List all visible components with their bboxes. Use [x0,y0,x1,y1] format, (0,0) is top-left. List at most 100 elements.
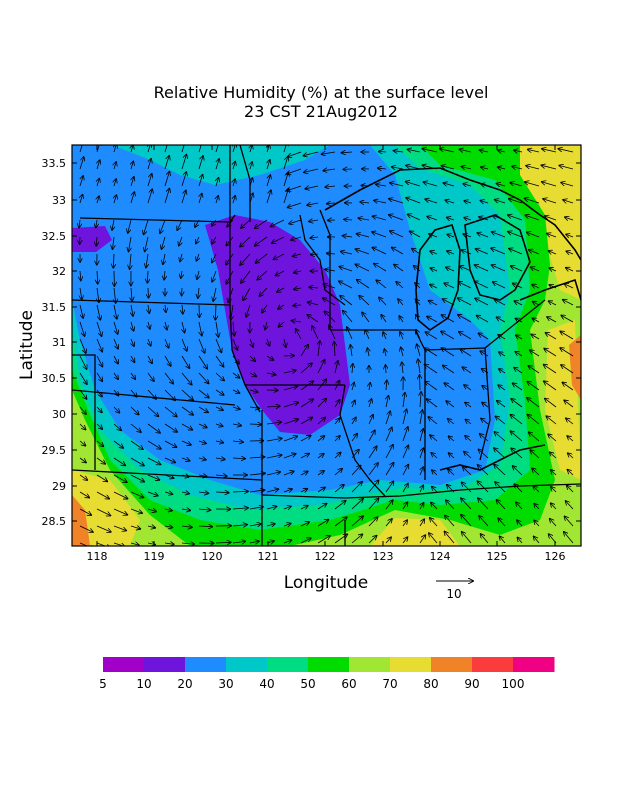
wind-arrow [563,300,574,306]
wind-arrow [181,372,192,385]
wind-arrow [249,490,264,492]
wind-arrow [96,389,102,396]
wind-arrow [293,305,302,306]
wind-arrow [423,165,438,170]
wind-arrow [369,399,372,408]
wind-arrow [514,150,523,152]
wind-arrow [419,448,423,459]
wind-arrow [396,282,404,289]
wind-arrow [445,516,455,527]
wind-arrow [531,267,540,272]
wind-arrow [79,321,85,336]
colorbar-label: 90 [464,677,479,691]
wind-arrow [459,282,472,289]
wind-arrow [294,271,302,273]
wind-arrow [446,267,455,272]
wind-arrow [79,219,80,227]
wind-arrow [430,251,438,254]
wind-arrow [130,508,142,513]
wind-arrow [148,338,151,346]
wind-arrow [181,440,191,445]
wind-arrow [233,145,236,153]
wind-arrow [215,355,224,367]
y-tick-label: 31 [52,336,66,349]
wind-arrow [517,520,523,527]
wind-arrow [147,474,159,480]
wind-arrow [402,427,408,442]
wind-arrow [542,182,557,187]
wind-arrow [533,302,540,305]
wind-arrow [266,422,281,424]
wind-arrow [317,520,328,527]
wind-arrow [402,446,408,459]
wind-arrow [385,481,393,493]
colorbar-label: 80 [423,677,438,691]
wind-arrow [564,400,574,408]
wind-vectors [79,145,574,546]
wind-arrow [283,489,292,492]
wind-arrow [508,215,523,221]
wind-arrow [288,202,302,207]
wind-arrow [425,348,438,357]
wind-arrow [461,349,472,357]
wind-arrow [334,517,347,527]
wind-arrow [113,355,118,364]
wind-arrow [385,500,393,510]
wind-arrow [164,526,172,527]
wind-arrow [497,317,506,323]
wind-arrow [232,424,241,426]
wind-arrow [444,183,455,186]
wind-arrow [80,195,83,204]
wind-arrow [113,253,114,268]
wind-arrow [359,296,370,306]
wind-arrow [551,470,557,476]
wind-arrow [128,219,132,233]
wind-arrow [498,335,506,340]
wind-arrow [352,401,355,408]
wind-arrow [232,508,248,509]
wind-arrow [515,352,523,357]
wind-arrow [147,389,156,399]
wind-arrow [181,172,186,187]
wind-arrow [351,450,359,459]
wind-arrow [131,338,134,346]
wind-arrow [406,198,421,204]
wind-arrow [317,418,325,425]
wind-arrow [385,519,392,527]
wind-arrow [317,536,330,544]
wind-arrow [329,325,336,340]
wind-arrow [373,248,387,255]
wind-arrow [567,436,574,442]
wind-arrow [291,237,302,240]
wind-arrow [240,253,251,265]
wind-arrow [267,160,270,170]
wind-arrow [232,458,245,459]
wind-arrow [389,215,404,221]
wind-arrow [147,406,158,416]
wind-arrow [478,481,489,493]
wind-arrow [96,304,100,320]
wind-arrow [399,316,403,323]
wind-arrow [130,389,137,397]
wind-arrow [147,270,148,283]
wind-arrow [164,355,171,366]
wind-arrow [114,195,116,204]
wind-arrow [432,470,438,476]
wind-arrow [462,532,472,544]
wind-arrow [566,501,574,510]
wind-arrow [317,488,325,493]
wind-arrow [431,503,438,510]
wind-arrow [567,251,574,254]
wind-arrow [430,518,438,527]
wind-arrow [351,534,362,544]
map-title: Relative Humidity (%) at the surface lev… [154,83,489,102]
colorbar-label: 10 [136,677,151,691]
wind-arrow [164,156,169,170]
wind-arrow [179,236,182,246]
wind-arrow [449,436,455,442]
y-tick-label: 32.5 [42,230,67,243]
wind-arrow [479,217,489,220]
wind-arrow [215,407,223,410]
wind-arrow [449,453,455,459]
wind-arrow [481,419,489,425]
